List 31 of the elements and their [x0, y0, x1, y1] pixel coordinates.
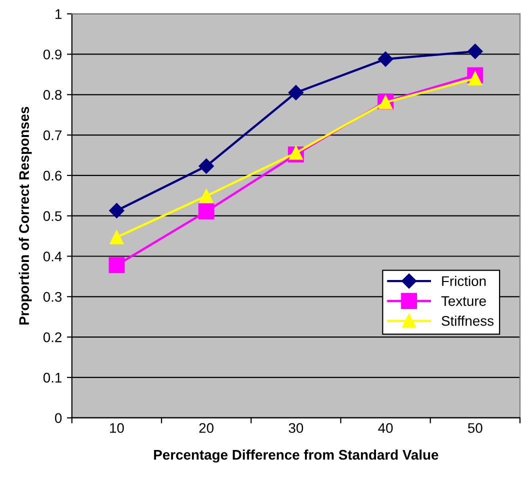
y-tick-label: 0.7	[43, 130, 62, 140]
point	[108, 257, 125, 274]
point	[110, 230, 124, 244]
legend-label: Stiffness	[442, 316, 494, 326]
point	[198, 158, 214, 174]
x-tick-label: 30	[288, 423, 304, 433]
y-tick-label: 0.1	[43, 372, 62, 383]
point	[199, 189, 214, 203]
legend-label: Friction	[442, 276, 486, 286]
point	[198, 203, 214, 220]
legend-label: Texture	[441, 296, 486, 306]
y-tick-label: 0.9	[43, 50, 62, 60]
y-tick-label: 0.2	[43, 332, 62, 342]
y-axis-title: Proportion of Correct Responses	[18, 106, 32, 324]
y-tick-label: 0.4	[43, 252, 62, 262]
point	[468, 44, 483, 59]
x-tick-label: 40	[378, 423, 393, 433]
x-tick-label: 10	[110, 423, 124, 433]
y-tick-label: 0.5	[43, 211, 62, 222]
point	[468, 72, 482, 86]
x-tick-label: 50	[468, 423, 482, 433]
y-tick-label: 0.8	[43, 90, 62, 100]
y-tick-label: 0.3	[43, 292, 62, 302]
x-axis-title: Percentage Difference from Standard Value	[154, 450, 438, 463]
point	[288, 85, 304, 100]
point	[109, 203, 124, 218]
y-tick-label: 0	[54, 413, 62, 424]
y-tick-label: 0.6	[43, 170, 62, 181]
x-tick-label: 20	[199, 423, 214, 433]
point	[378, 52, 394, 67]
y-tick-label: 1	[56, 9, 62, 19]
